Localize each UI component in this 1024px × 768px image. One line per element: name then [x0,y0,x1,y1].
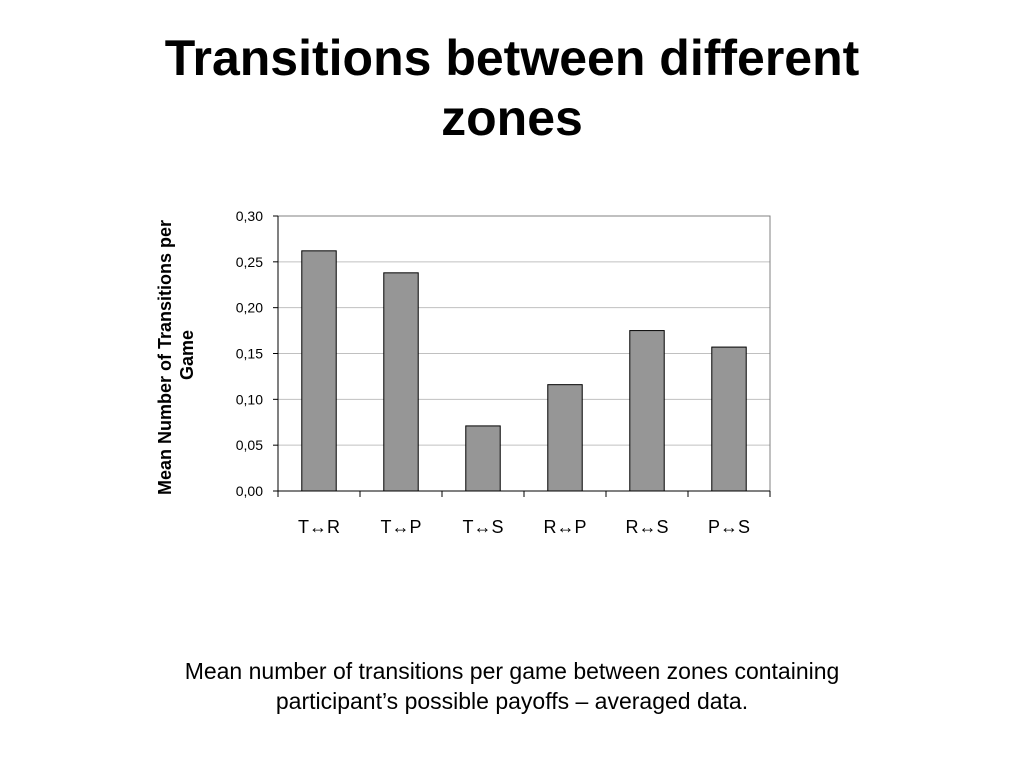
x-category-label: P↔S [708,517,750,537]
x-category-label: T↔S [462,517,503,537]
bar [383,272,419,492]
bar [547,384,583,492]
y-tick-label: 0,25 [236,254,263,270]
x-category-label: T↔P [380,517,421,537]
bar [629,330,665,492]
caption-line-2: participant’s possible payoffs – average… [275,688,749,714]
chart-gridlines [278,261,770,446]
y-tick-label: 0,30 [236,208,263,224]
chart-axes [273,215,771,497]
y-tick-label: 0,10 [236,391,263,407]
slide-title-line-2: zones [441,90,583,146]
x-category-label: R↔P [543,517,586,537]
y-axis-title-line-2: Game [177,330,197,380]
x-category-labels: T↔R T↔P T↔S R↔P R↔S P↔S [298,517,750,537]
x-category-label: R↔S [625,517,668,537]
y-tick-label: 0,05 [236,437,263,453]
slide-title-line-1: Transitions between different [164,30,860,86]
y-tick-label: 0,15 [236,346,263,362]
bar [301,250,337,492]
figure-caption: Mean number of transitions per game betw… [112,656,912,716]
x-category-label: T↔R [298,517,340,537]
bar [711,346,747,492]
y-tick-labels: 0,00 0,05 0,10 0,15 0,20 0,25 0,30 [236,208,263,499]
y-axis-title-line-1: Mean Number of Transitions per [155,220,175,495]
y-axis-title: Mean Number of Transitions per Game [155,215,197,495]
slide-title: Transitions between different zones [0,28,1024,148]
bar [465,425,501,492]
y-tick-label: 0,00 [236,483,263,499]
y-tick-label: 0,20 [236,300,263,316]
caption-line-1: Mean number of transitions per game betw… [184,658,840,684]
chart-bars [301,250,747,492]
